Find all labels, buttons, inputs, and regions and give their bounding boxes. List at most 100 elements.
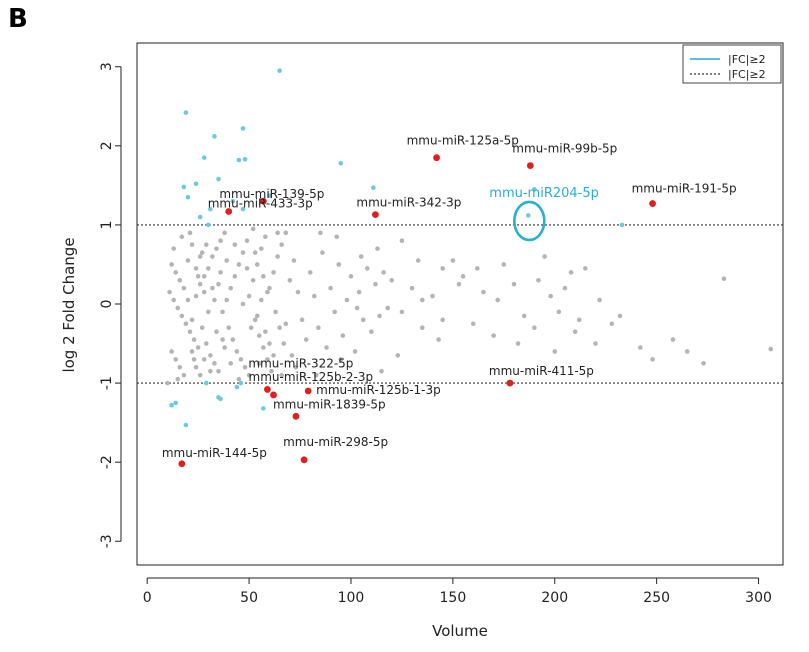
x-tick-label: 150 bbox=[440, 590, 467, 606]
gray-point bbox=[336, 262, 342, 267]
point-label: mmu-miR-144-5p bbox=[162, 446, 267, 460]
legend-label-dotted: |FC|≥2 bbox=[728, 68, 766, 81]
blue-point bbox=[532, 187, 537, 192]
gray-point bbox=[521, 313, 527, 319]
panel-label: B bbox=[8, 4, 28, 34]
blue-point bbox=[371, 185, 376, 191]
gray-point bbox=[189, 349, 195, 354]
gray-point bbox=[201, 274, 207, 279]
gray-point bbox=[203, 242, 209, 247]
gray-point bbox=[358, 254, 364, 259]
red-point bbox=[526, 162, 534, 169]
gray-point bbox=[320, 250, 325, 255]
gray-point bbox=[208, 353, 213, 358]
gray-point bbox=[360, 317, 366, 323]
gray-point bbox=[617, 313, 623, 319]
gray-point bbox=[244, 266, 250, 271]
red-point bbox=[372, 211, 379, 219]
blue-point bbox=[242, 156, 248, 162]
gray-point bbox=[344, 297, 350, 303]
blue-point bbox=[193, 181, 199, 187]
gray-point bbox=[179, 234, 185, 240]
gray-point bbox=[234, 349, 240, 354]
gray-point bbox=[399, 238, 405, 244]
gray-point bbox=[609, 321, 615, 327]
x-tick-label: 50 bbox=[240, 590, 258, 606]
gray-point bbox=[415, 258, 421, 263]
red-points-layer bbox=[178, 154, 656, 468]
gray-point bbox=[556, 309, 562, 315]
blue-point bbox=[173, 400, 179, 406]
blue-point bbox=[208, 206, 213, 212]
red-point bbox=[304, 387, 312, 395]
gray-point bbox=[593, 341, 598, 346]
gray-point bbox=[252, 317, 258, 323]
gray-point bbox=[238, 357, 244, 362]
gray-point bbox=[475, 266, 480, 271]
gray-point bbox=[193, 364, 199, 370]
gray-point bbox=[248, 325, 254, 331]
red-point bbox=[264, 386, 271, 393]
gray-point bbox=[638, 345, 643, 350]
gray-point bbox=[183, 321, 189, 327]
gray-point bbox=[495, 297, 501, 303]
gray-point bbox=[191, 337, 197, 342]
gray-point bbox=[572, 329, 578, 334]
gray-point bbox=[548, 293, 553, 299]
y-tick-label: -3 bbox=[99, 534, 115, 548]
y-axis: -3 -2 -1 0 1 2 3 bbox=[99, 62, 122, 548]
gray-point bbox=[303, 337, 309, 342]
gray-point bbox=[246, 372, 252, 378]
gray-point bbox=[283, 321, 289, 327]
blue-point bbox=[218, 396, 223, 402]
gray-point bbox=[375, 246, 380, 251]
gray-point bbox=[354, 305, 360, 311]
gray-point bbox=[252, 250, 258, 255]
y-tick-label: 2 bbox=[99, 141, 115, 150]
legend: |FC|≥2 |FC|≥2 bbox=[682, 44, 782, 84]
highlight-label: mmu-miR204-5p bbox=[489, 186, 599, 201]
gray-point bbox=[275, 254, 280, 259]
gray-point bbox=[275, 230, 280, 236]
gray-point bbox=[381, 270, 386, 275]
blue-point bbox=[267, 193, 272, 198]
gray-point bbox=[181, 285, 187, 291]
y-tick-label: 0 bbox=[99, 300, 115, 309]
legend-label-solid: |FC|≥2 bbox=[728, 53, 766, 66]
gray-point bbox=[399, 309, 405, 315]
point-label: mmu-miR-433-3p bbox=[208, 196, 313, 210]
x-tick-label: 200 bbox=[541, 590, 568, 606]
point-label: mmu-miR-125a-5p bbox=[407, 134, 519, 148]
x-tick-label: 250 bbox=[643, 590, 670, 606]
gray-point bbox=[173, 270, 179, 275]
blue-point bbox=[240, 126, 246, 131]
gray-point bbox=[191, 357, 197, 362]
gray-point bbox=[481, 289, 486, 295]
gray-point bbox=[214, 329, 219, 334]
blue-point bbox=[183, 110, 189, 115]
gray-point bbox=[316, 325, 321, 331]
gray-point bbox=[210, 254, 215, 259]
gray-point bbox=[240, 301, 246, 307]
red-point bbox=[178, 460, 186, 468]
blue-point bbox=[338, 160, 344, 166]
gray-point bbox=[236, 376, 242, 382]
gray-point bbox=[214, 246, 219, 251]
gray-point bbox=[256, 361, 262, 366]
blue-point bbox=[185, 194, 191, 200]
gray-point bbox=[650, 357, 655, 362]
gray-point bbox=[169, 262, 174, 267]
y-tick-label: 1 bbox=[99, 220, 115, 229]
point-label: mmu-miR-125b-2-3p bbox=[249, 370, 374, 384]
gray-point bbox=[684, 349, 690, 354]
gray-point bbox=[267, 341, 272, 346]
gray-point bbox=[291, 258, 297, 263]
gray-point bbox=[256, 333, 262, 338]
gray-point bbox=[169, 349, 174, 354]
gray-point bbox=[334, 234, 340, 240]
gray-point bbox=[185, 297, 191, 303]
blue-point bbox=[236, 157, 242, 163]
gray-point bbox=[279, 372, 284, 378]
gray-point bbox=[208, 368, 213, 374]
